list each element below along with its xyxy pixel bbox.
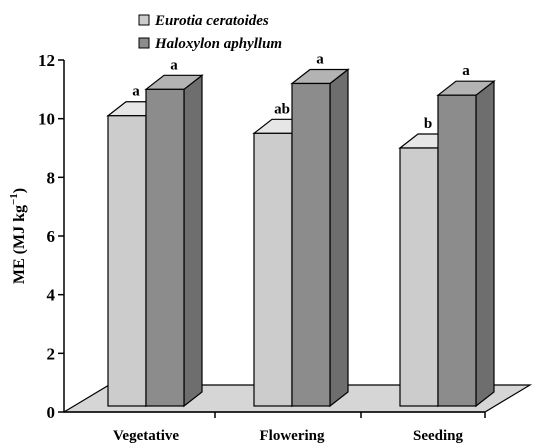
y-axis-title: ME (MJ kg−1) bbox=[8, 188, 28, 284]
x-tick-label-vegetative: Vegetative bbox=[113, 428, 179, 444]
y-tick-label-8: 8 bbox=[47, 168, 56, 187]
sig-label-seeding-eurotia: b bbox=[424, 116, 432, 132]
sig-label-vegetative-eurotia: a bbox=[132, 84, 140, 100]
legend-label-haloxylon: Haloxylon aphyllum bbox=[154, 36, 282, 52]
axes: 0 2 4 6 8 10 12 bbox=[38, 51, 486, 422]
y-tick-label-6: 6 bbox=[47, 227, 56, 246]
sig-label-flowering-eurotia: ab bbox=[274, 101, 290, 117]
bar-front-face bbox=[253, 132, 293, 407]
legend-label-eurotia: Eurotia ceratoides bbox=[154, 13, 269, 29]
bar-front-face bbox=[145, 88, 185, 407]
bar-flowering-haloxylon bbox=[290, 68, 350, 408]
y-axis-title-text: ME (MJ kg bbox=[11, 205, 28, 284]
bar-front-face bbox=[291, 82, 331, 407]
legend-swatch-eurotia bbox=[138, 14, 150, 26]
x-tick-label-flowering: Flowering bbox=[260, 428, 325, 444]
y-tick-label-10: 10 bbox=[38, 110, 55, 129]
bar-front-face bbox=[437, 94, 477, 407]
y-tick-label-0: 0 bbox=[47, 403, 56, 422]
bar-front-face bbox=[107, 115, 147, 407]
y-axis-title-close: ) bbox=[11, 188, 28, 193]
y-tick-label-2: 2 bbox=[47, 344, 56, 363]
legend-swatch-haloxylon bbox=[138, 37, 150, 49]
labels: a a Vegetative ab a Flowering b a Seeding bbox=[113, 51, 470, 444]
bar-front-face bbox=[399, 147, 439, 407]
bar-side-face bbox=[475, 79, 495, 408]
bar-side-face bbox=[183, 74, 203, 408]
x-tick-label-seeding: Seeding bbox=[413, 428, 464, 444]
legend: Eurotia ceratoides Haloxylon aphyllum bbox=[138, 13, 282, 52]
sig-label-seeding-haloxylon: a bbox=[462, 63, 470, 79]
y-axis-title-sup: −1 bbox=[8, 193, 20, 205]
bar-seeding-haloxylon bbox=[436, 79, 496, 408]
sig-label-vegetative-haloxylon: a bbox=[170, 57, 178, 73]
bar-vegetative-haloxylon bbox=[144, 74, 204, 408]
y-tick-label-4: 4 bbox=[47, 286, 56, 305]
sig-label-flowering-haloxylon: a bbox=[316, 51, 324, 67]
bars bbox=[106, 68, 496, 408]
bar-side-face bbox=[329, 68, 349, 408]
y-tick-label-12: 12 bbox=[38, 51, 55, 70]
